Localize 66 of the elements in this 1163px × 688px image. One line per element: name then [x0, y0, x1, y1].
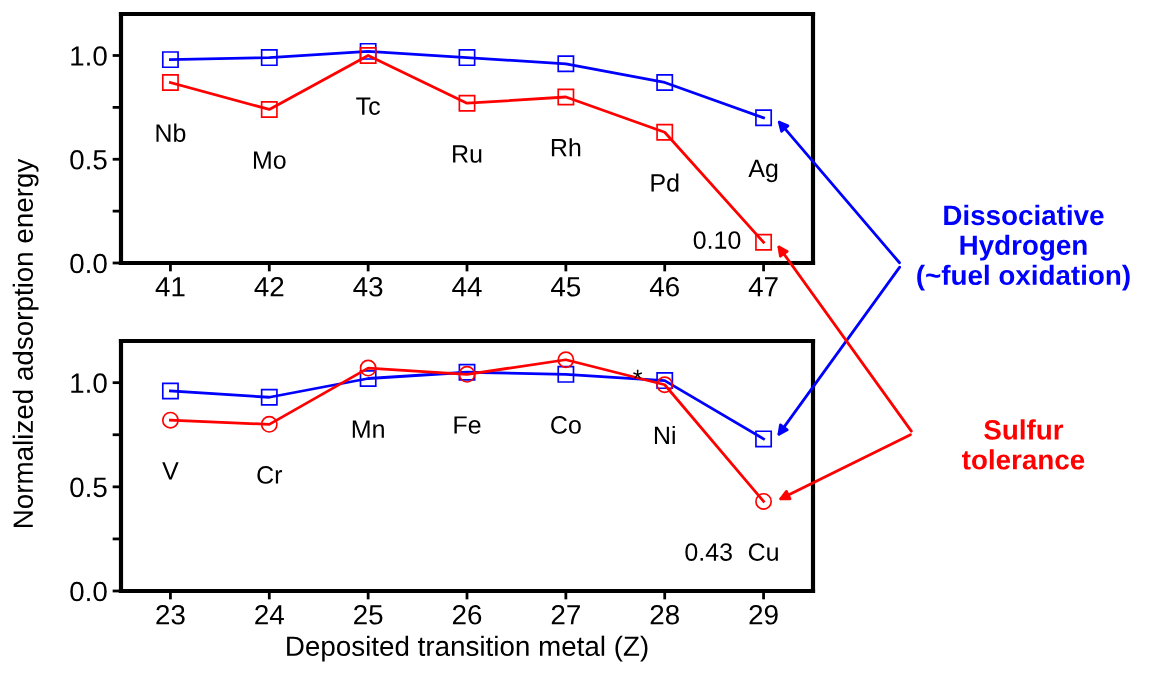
point — [557, 365, 575, 383]
x-tick-label: 24 — [255, 604, 284, 625]
x-tick-label: 45 — [551, 277, 581, 297]
annotation: Ru — [453, 145, 482, 163]
point — [161, 74, 179, 91]
y-tick-label: 1.0 — [71, 373, 107, 394]
point — [557, 351, 575, 369]
x-tick-label: 27 — [551, 604, 580, 625]
annotation: Fe — [454, 416, 481, 434]
annotation: Cu — [748, 543, 778, 561]
point — [260, 100, 278, 118]
annotation: Mn — [352, 420, 384, 438]
annotation: Ag — [748, 159, 778, 183]
point — [656, 372, 674, 390]
annotation: Rh — [551, 138, 581, 157]
point — [458, 94, 476, 112]
y-tick-label: 0.5 — [70, 477, 107, 498]
text: Sulfur tolerance — [962, 419, 1085, 470]
point — [161, 51, 179, 69]
text: Dissociative Hydrogen (~fuel oxidation) — [917, 204, 1130, 291]
x-axis-title: Deposited transition metal (Z) — [287, 635, 648, 662]
x-tick-label: 44 — [452, 277, 482, 297]
point — [557, 55, 575, 73]
annotation: 0.10 — [693, 231, 741, 249]
point — [161, 382, 179, 400]
point — [755, 430, 773, 448]
annotation: Mo — [253, 151, 286, 169]
annotation: Co — [551, 416, 581, 434]
y-tick-label: 0.0 — [70, 253, 107, 274]
x-tick-label: 46 — [649, 276, 679, 297]
point — [656, 376, 674, 394]
x-tick-label: 28 — [650, 604, 679, 625]
point — [755, 109, 773, 127]
x-tick-label: 43 — [353, 276, 383, 297]
point — [260, 415, 278, 433]
annotation: Nb — [156, 123, 186, 142]
point — [458, 49, 476, 67]
y-tick-label: 0.0 — [70, 581, 107, 602]
x-tick-label: 42 — [254, 276, 284, 297]
point — [161, 411, 179, 429]
annotation: Cr — [257, 466, 283, 484]
annotation: Pd — [651, 173, 679, 192]
point — [359, 47, 377, 64]
x-tick-label: 26 — [452, 604, 482, 625]
annotation: Tc — [356, 97, 380, 115]
annotation: 0.43 — [685, 543, 732, 561]
point — [260, 388, 278, 406]
y-axis-title: Normalized adsorption energy — [12, 158, 39, 527]
point — [557, 88, 575, 106]
point — [359, 359, 377, 377]
point — [755, 233, 773, 251]
y-tick-label: 1.0 — [71, 46, 107, 66]
x-tick-label: 29 — [749, 604, 778, 625]
annotation: Ni — [654, 425, 675, 444]
point — [656, 123, 674, 141]
y-tick-label: 0.5 — [70, 149, 107, 170]
x-tick-label: 25 — [354, 604, 383, 625]
point — [359, 370, 377, 387]
annotation: V — [162, 462, 179, 480]
x-tick-label: 23 — [156, 604, 185, 625]
point — [260, 49, 278, 67]
point — [656, 74, 674, 91]
annotation: * — [633, 369, 643, 379]
x-tick-label: 47 — [748, 277, 778, 297]
x-tick-label: 41 — [155, 277, 185, 297]
point — [755, 492, 773, 510]
